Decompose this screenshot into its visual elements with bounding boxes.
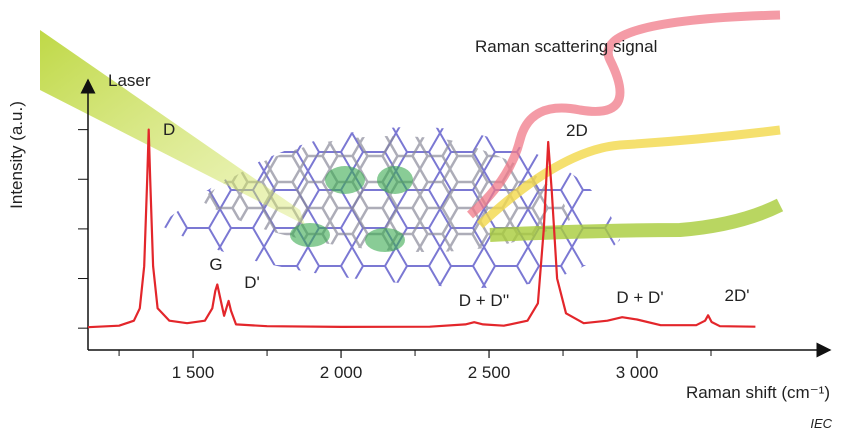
annotation: D + D' (616, 288, 663, 307)
annotation: G (209, 255, 222, 274)
annotation: D + D'' (459, 291, 509, 310)
y-axis-label: Intensity (a.u.) (7, 101, 26, 209)
x-axis-label: Raman shift (cm⁻¹) (686, 383, 830, 402)
illustration (40, 10, 784, 288)
annotation: D (163, 120, 175, 139)
annotation: Raman scattering signal (475, 37, 657, 56)
credit: IEC (810, 416, 832, 431)
annotation: 2D' (725, 286, 750, 305)
x-tick-label: 2 000 (320, 363, 363, 382)
annotation: 2D (566, 121, 588, 140)
spectrum-line (87, 128, 756, 329)
x-tick-label: 2 500 (468, 363, 511, 382)
x-tick-label: 3 000 (616, 363, 659, 382)
annotation: Laser (108, 71, 151, 90)
annotation: D' (244, 273, 260, 292)
x-tick-label: 1 500 (172, 363, 215, 382)
